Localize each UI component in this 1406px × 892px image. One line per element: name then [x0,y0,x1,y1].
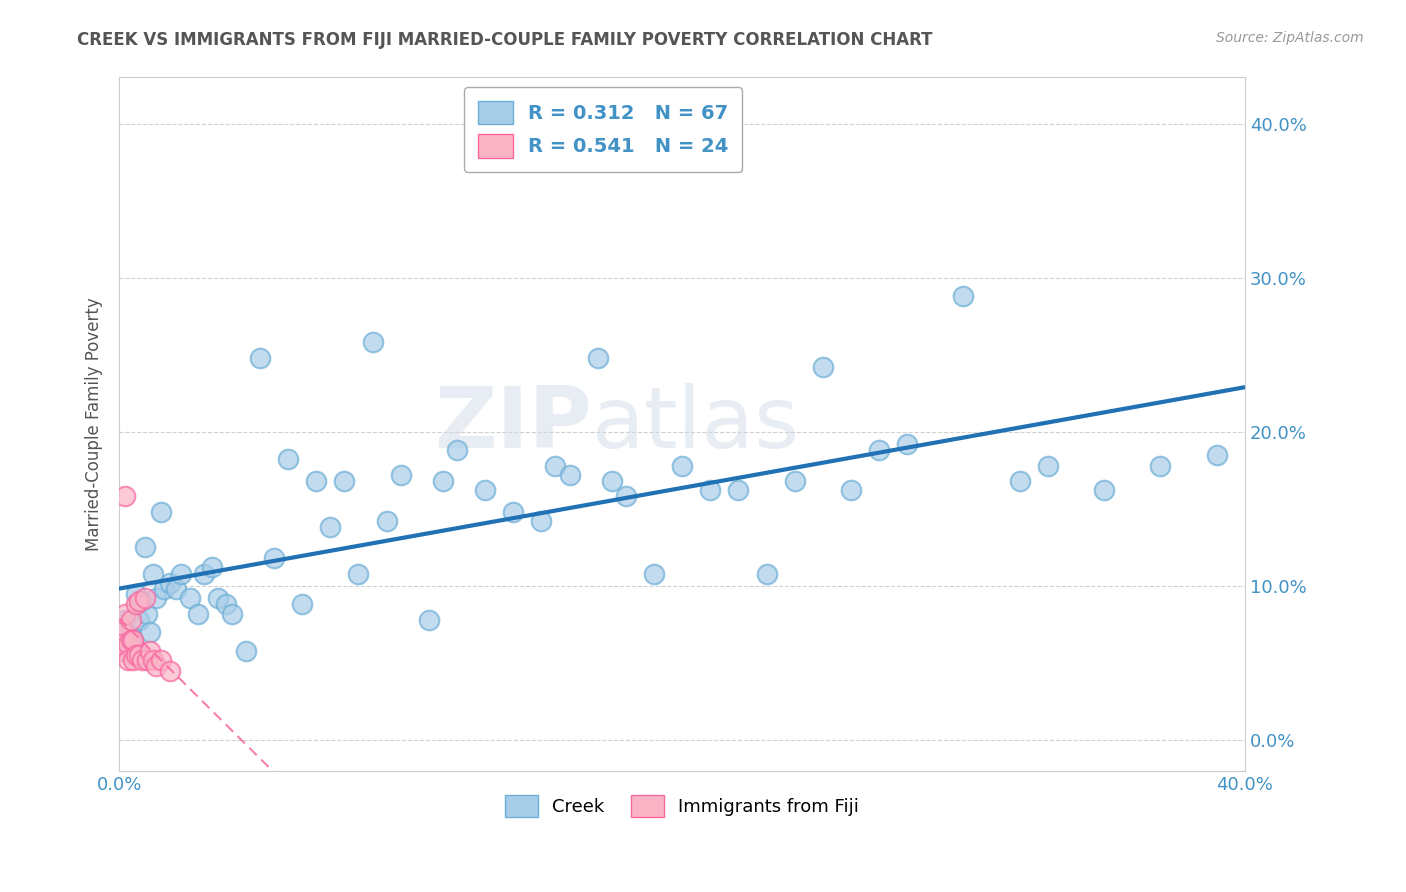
Point [120,613,142,627]
Point [170,566,193,581]
Point [1008,474,1031,488]
Point [839,483,862,498]
Point [153,582,176,596]
Point [108,617,131,632]
Point [215,597,238,611]
Point [389,467,412,482]
Point [134,591,156,606]
Point [783,474,806,488]
Point [117,637,139,651]
Point [586,351,609,365]
Point [145,659,167,673]
Point [291,597,314,611]
Point [305,474,328,488]
Point [125,597,148,611]
Point [128,648,150,662]
Point [187,607,209,621]
Point [136,607,159,621]
Point [333,474,356,488]
Point [474,483,496,498]
Point [134,541,156,555]
Point [361,335,384,350]
Point [179,591,201,606]
Point [111,628,134,642]
Point [952,289,974,303]
Point [418,613,440,627]
Point [727,483,749,498]
Point [139,643,162,657]
Point [131,653,153,667]
Point [896,437,918,451]
Point [117,637,139,651]
Text: atlas: atlas [592,383,800,466]
Point [755,566,778,581]
Point [122,648,145,662]
Point [600,474,623,488]
Point [122,632,145,647]
Point [159,664,181,678]
Point [108,628,131,642]
Point [446,443,468,458]
Point [122,632,145,647]
Point [114,490,136,504]
Point [201,560,224,574]
Y-axis label: Married-Couple Family Poverty: Married-Couple Family Poverty [86,297,103,551]
Text: ZIP: ZIP [434,383,592,466]
Point [111,622,134,636]
Point [1092,483,1115,498]
Point [150,653,173,667]
Point [671,458,693,473]
Point [128,594,150,608]
Point [347,566,370,581]
Point [125,586,148,600]
Point [1036,458,1059,473]
Point [221,607,243,621]
Point [150,505,173,519]
Point [120,632,142,647]
Point [111,637,134,651]
Point [114,613,136,627]
Point [159,575,181,590]
Point [139,625,162,640]
Point [128,613,150,627]
Point [643,566,665,581]
Point [1205,448,1227,462]
Text: CREEK VS IMMIGRANTS FROM FIJI MARRIED-COUPLE FAMILY POVERTY CORRELATION CHART: CREEK VS IMMIGRANTS FROM FIJI MARRIED-CO… [77,31,932,49]
Point [868,443,890,458]
Point [432,474,454,488]
Point [375,514,398,528]
Point [108,643,131,657]
Point [558,467,581,482]
Point [277,452,299,467]
Point [614,490,637,504]
Point [193,566,215,581]
Text: Source: ZipAtlas.com: Source: ZipAtlas.com [1216,31,1364,45]
Point [122,653,145,667]
Point [117,653,139,667]
Point [699,483,721,498]
Point [530,514,553,528]
Point [136,653,159,667]
Point [249,351,271,365]
Point [131,594,153,608]
Point [263,551,285,566]
Legend: Creek, Immigrants from Fiji: Creek, Immigrants from Fiji [498,788,866,824]
Point [125,648,148,662]
Point [811,360,834,375]
Point [111,643,134,657]
Point [145,591,167,606]
Point [207,591,229,606]
Point [1149,458,1171,473]
Point [142,653,165,667]
Point [142,566,165,581]
Point [114,607,136,621]
Point [165,582,187,596]
Point [319,520,342,534]
Point [235,643,257,657]
Point [544,458,567,473]
Point [120,628,142,642]
Point [502,505,524,519]
